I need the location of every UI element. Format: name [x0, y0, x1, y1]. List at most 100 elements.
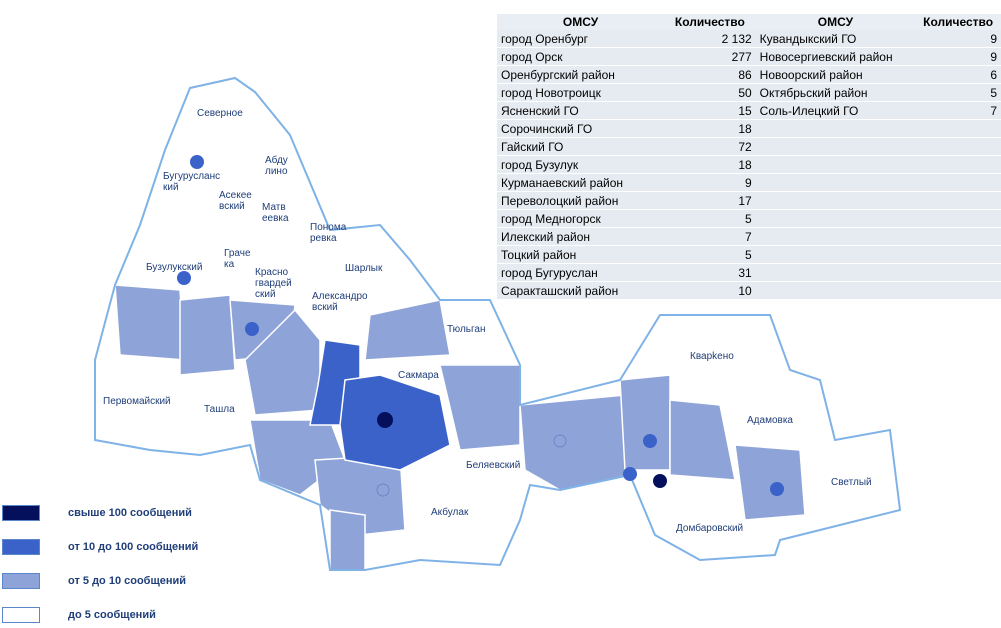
- header-omsu-1: ОМСУ: [497, 14, 665, 30]
- count-cell: 5: [915, 83, 1001, 102]
- marker-orsk: [653, 474, 667, 488]
- omsu-cell: Соль-Илецкий ГО: [755, 101, 916, 120]
- count-cell: 7: [664, 227, 756, 246]
- omsu-cell: Октябрьский район: [755, 83, 916, 102]
- omsu-cell: [755, 263, 916, 282]
- omsu-cell: Тоцкий район: [497, 245, 665, 264]
- omsu-cell: Гайский ГО: [497, 137, 665, 156]
- table-row: Курманаевский район 9: [497, 173, 1001, 192]
- region-aleksandrovsky: [299, 264, 376, 336]
- table-row: Сорочинский ГО 18: [497, 119, 1001, 138]
- region-light-5: [364, 299, 451, 361]
- label-aleksandrovsky: Александро вский: [312, 291, 368, 313]
- count-cell: [915, 281, 1001, 300]
- omsu-cell: город Бузулук: [497, 155, 665, 174]
- omsu-cell: [755, 119, 916, 138]
- region-light-1: [114, 284, 186, 361]
- label-buguruslansky: Бугурусланс кий: [163, 171, 220, 193]
- legend-label-under-5: до 5 сообщений: [68, 609, 156, 621]
- count-cell: [915, 263, 1001, 282]
- region-light-9: [329, 509, 366, 571]
- count-cell: 9: [915, 30, 1001, 48]
- count-cell: 6: [915, 65, 1001, 84]
- label-severnoe: Северное: [197, 108, 243, 119]
- count-cell: 15: [664, 101, 756, 120]
- omsu-cell: [755, 155, 916, 174]
- label-pervomaysky: Первомайский: [103, 396, 171, 407]
- marker-mednogorsk: [376, 483, 390, 497]
- count-cell: [915, 227, 1001, 246]
- count-cell: 2 132: [664, 30, 756, 48]
- table-row: Саракташский район 10: [497, 281, 1001, 300]
- legend-swatch-under-5: [2, 607, 40, 623]
- count-cell: [915, 119, 1001, 138]
- label-svetly: Светлый: [831, 477, 872, 488]
- header-count-2: Количество: [915, 14, 1001, 30]
- omsu-cell: Переволоцкий район: [497, 191, 665, 210]
- omsu-cell: [755, 137, 916, 156]
- count-cell: 72: [664, 137, 756, 156]
- omsu-cell: город Новотроицк: [497, 83, 665, 102]
- count-cell: 9: [664, 173, 756, 192]
- region-buguruslansky: [164, 144, 219, 221]
- count-cell: [915, 173, 1001, 192]
- label-sharlyk: Шарлык: [345, 263, 383, 274]
- label-belyaevsky: Беляевский: [466, 460, 520, 471]
- marker-buguruslan: [190, 155, 204, 169]
- region-light-4: [244, 308, 321, 416]
- marker-gai: [643, 434, 657, 448]
- label-buzuluksky: Бузулукский: [146, 262, 202, 273]
- table-row: Оренбургский район 86 Новоорский район 6: [497, 65, 1001, 84]
- count-cell: [915, 209, 1001, 228]
- region-light-10: [519, 394, 631, 491]
- marker-orenburg: [377, 412, 393, 428]
- label-ponomarevka: Понома ревка: [310, 222, 347, 244]
- label-krasnogvardeysky: Красно гвардей ский: [255, 267, 292, 300]
- legend-swatch-5-10: [2, 573, 40, 589]
- table-row: Тоцкий район 5: [497, 245, 1001, 264]
- table-row: Переволоцкий район 17: [497, 191, 1001, 210]
- omsu-cell: Курманаевский район: [497, 173, 665, 192]
- omsu-cell: город Оренбург: [497, 30, 665, 48]
- count-cell: 5: [664, 209, 756, 228]
- count-cell: 86: [664, 65, 756, 84]
- label-adamovka: Адамовка: [747, 415, 793, 426]
- omsu-cell: [755, 209, 916, 228]
- count-cell: 18: [664, 119, 756, 138]
- omsu-cell: город Бугуруслан: [497, 263, 665, 282]
- omsu-cell: Новоорский район: [755, 65, 916, 84]
- count-cell: 17: [664, 191, 756, 210]
- table-row: город Бузулук 18: [497, 155, 1001, 174]
- omsu-cell: [755, 227, 916, 246]
- label-dombarovsky: Домбаровский: [676, 522, 743, 534]
- count-cell: 5: [664, 245, 756, 264]
- count-cell: 10: [664, 281, 756, 300]
- marker-sorochinsk: [245, 322, 259, 336]
- region-light-12: [669, 399, 736, 481]
- header-count-1: Количество: [664, 14, 756, 30]
- region-dark-1: [339, 374, 451, 471]
- omsu-cell: [755, 173, 916, 192]
- legend-label-10-100: от 10 до 100 сообщений: [68, 541, 199, 553]
- label-tyulgan: Тюльган: [447, 324, 486, 335]
- count-cell: 31: [664, 263, 756, 282]
- label-grachevka: Граче ка: [224, 248, 251, 270]
- omsu-cell: [755, 191, 916, 210]
- omsu-cell: [755, 245, 916, 264]
- label-matveevka: Матв еевка: [262, 202, 289, 224]
- count-cell: 50: [664, 83, 756, 102]
- marker-kuvandyk: [553, 434, 567, 448]
- table-header-row: ОМСУ Количество ОМСУ Количество: [497, 14, 1001, 30]
- header-omsu-2: ОМСУ: [755, 14, 916, 30]
- label-saktmara: Сакмара: [398, 370, 439, 381]
- oblast-outline: [94, 76, 902, 571]
- omsu-cell: город Орск: [497, 47, 665, 66]
- table-row: город Новотроицк 50 Октябрьский район 5: [497, 83, 1001, 102]
- count-cell: 18: [664, 155, 756, 174]
- omsu-cell: Илекский район: [497, 227, 665, 246]
- omsu-cell: Новосергиевский район: [755, 47, 916, 66]
- legend-swatch-10-100: [2, 539, 40, 555]
- label-kvarkeno: Кварkено: [690, 351, 734, 362]
- omsu-cell: Саракташский район: [497, 281, 665, 300]
